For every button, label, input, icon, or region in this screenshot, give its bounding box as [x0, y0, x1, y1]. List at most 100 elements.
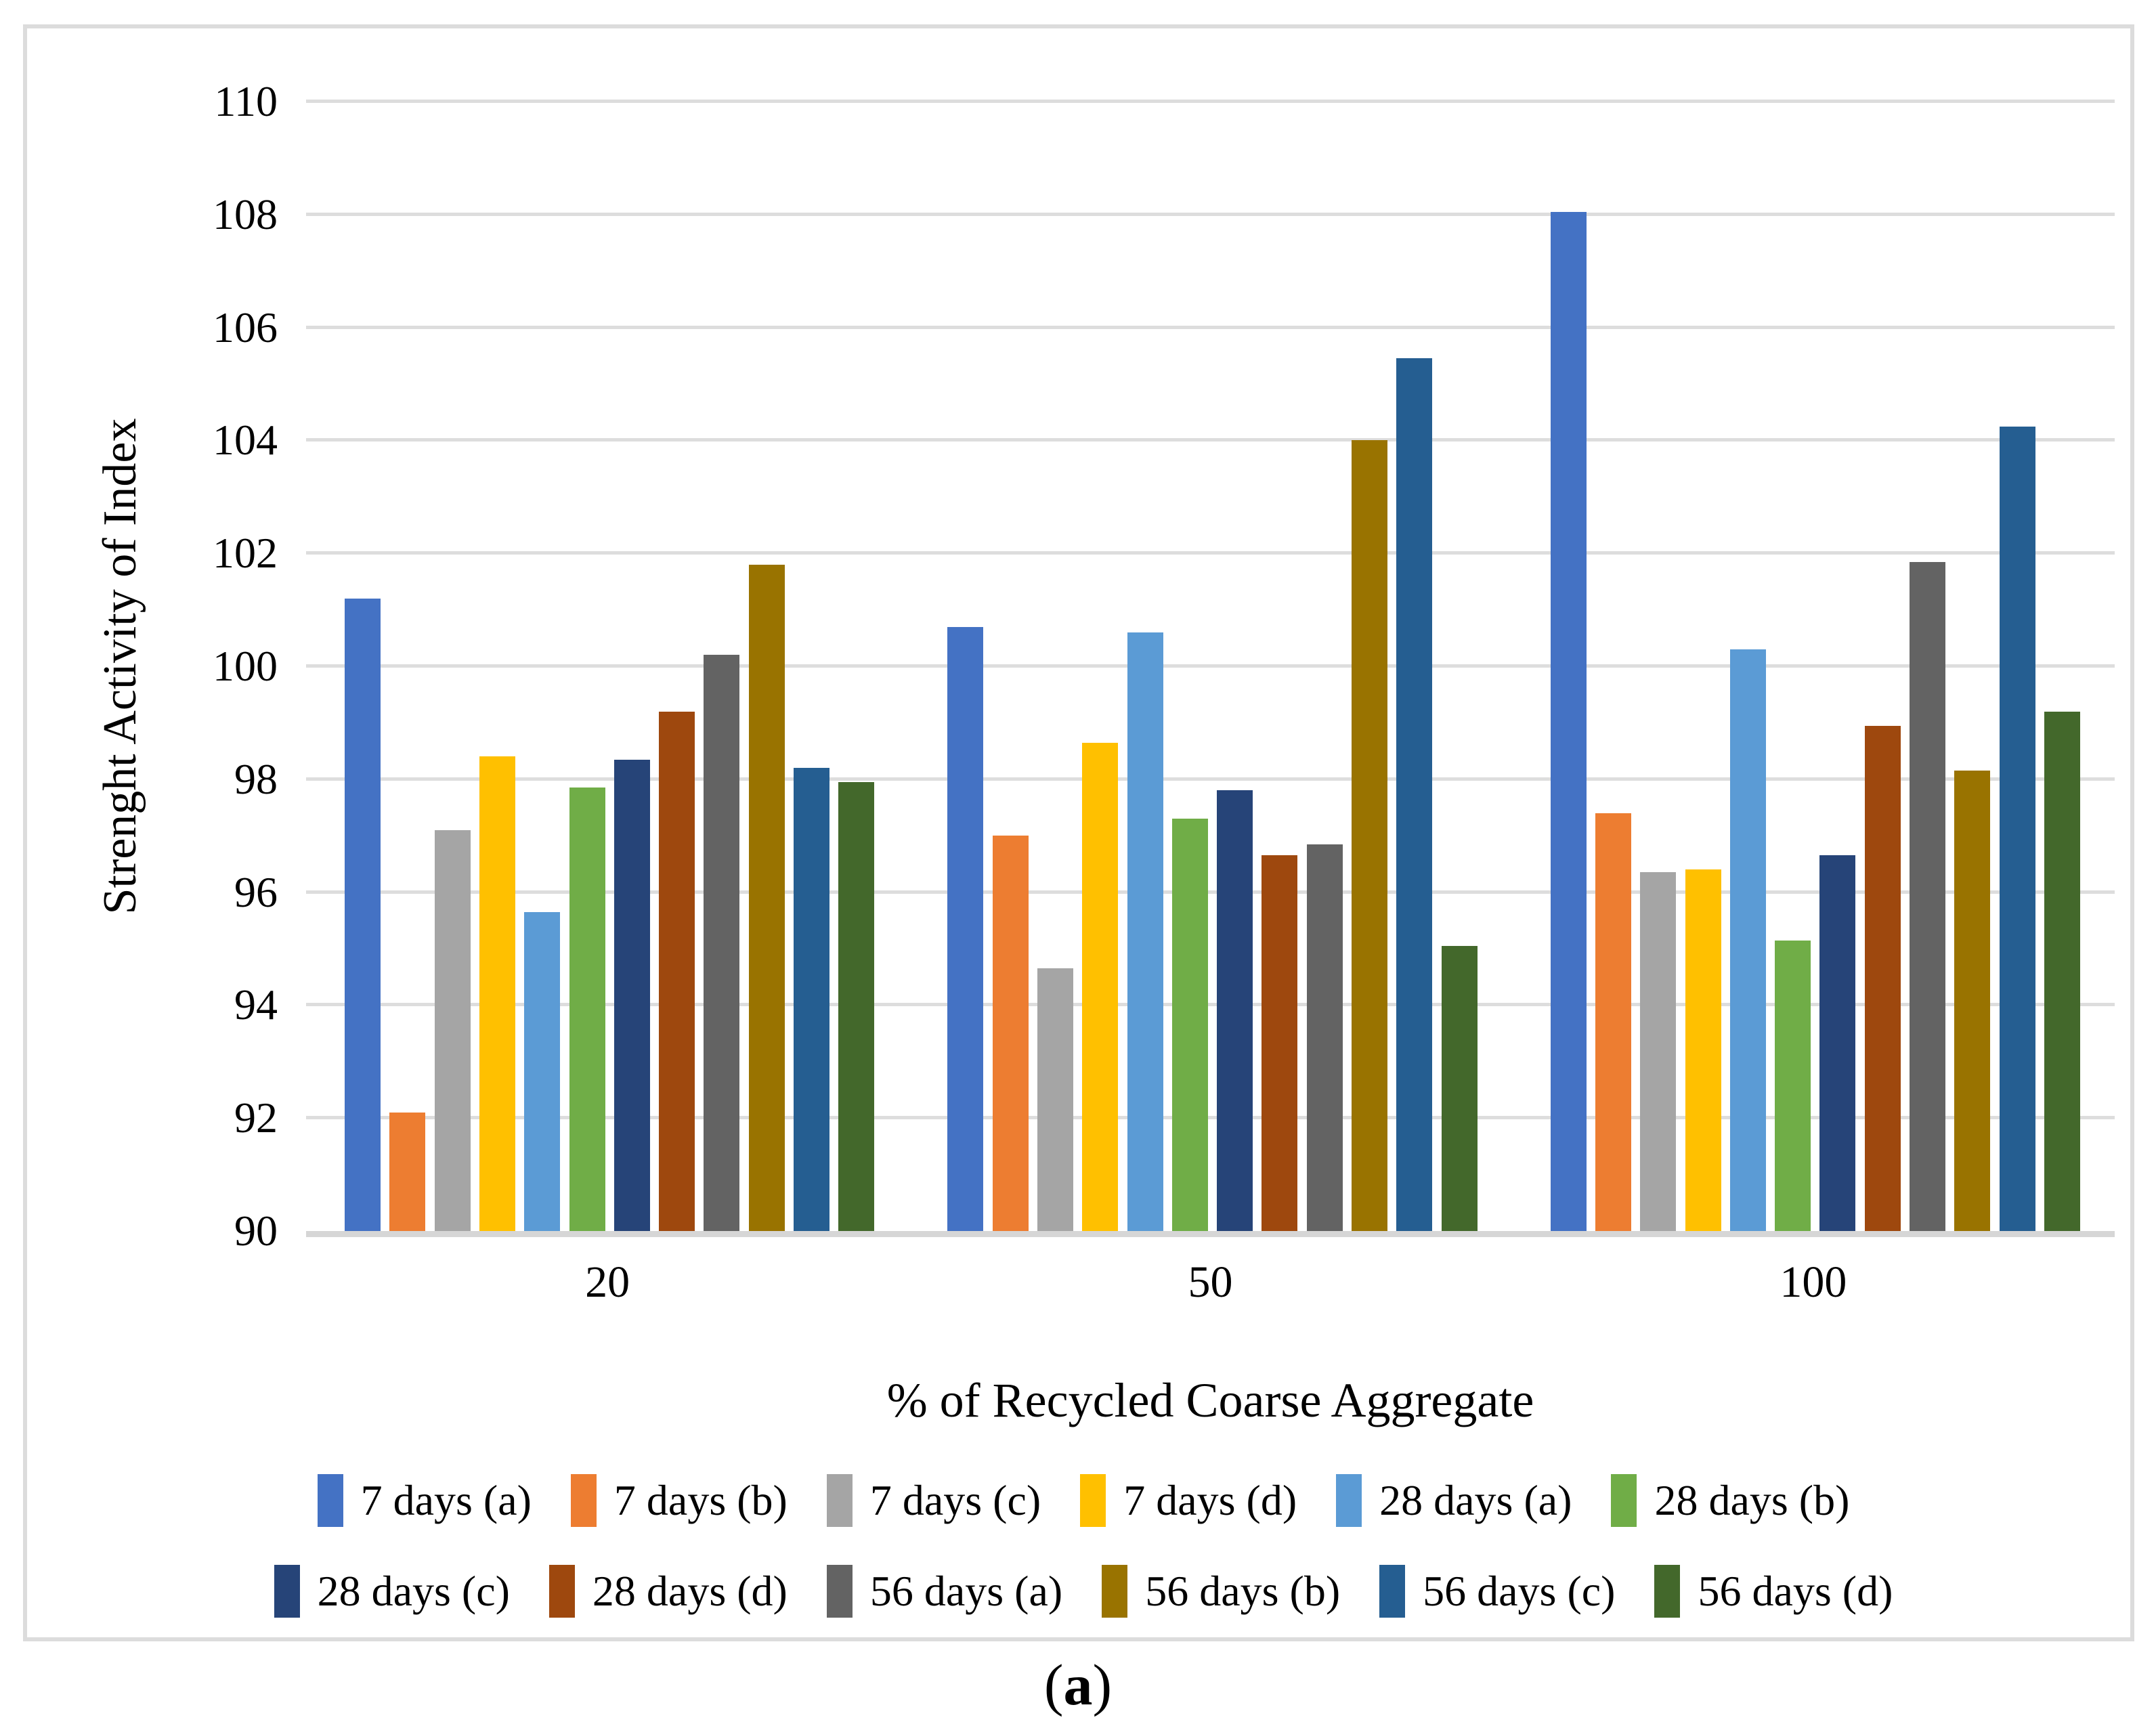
bar-20pct-7-days-a: [345, 598, 381, 1231]
gridline-102: [306, 551, 2115, 555]
legend-swatch-icon: [548, 1565, 575, 1618]
plot-area: [306, 100, 2115, 1237]
x-category-label-100: 100: [1780, 1257, 1847, 1307]
legend-label: 56 days (b): [1145, 1567, 1341, 1615]
gridline-96: [306, 890, 2115, 894]
bar-20pct-7-days-d: [479, 756, 515, 1231]
bar-50pct-56-days-b: [1352, 440, 1388, 1231]
bar-20pct-56-days-c: [794, 768, 829, 1231]
legend-item-28-days-b: 28 days (b): [1611, 1469, 1849, 1532]
legend-label: 28 days (c): [317, 1567, 510, 1615]
x-category-label-20: 20: [585, 1257, 630, 1307]
bar-100pct-7-days-c: [1640, 872, 1677, 1231]
bar-100pct-28-days-d: [1864, 725, 1901, 1231]
y-tick-label: 108: [213, 190, 278, 238]
bar-100pct-28-days-c: [1819, 855, 1856, 1231]
legend-item-7-days-d: 7 days (d): [1080, 1469, 1297, 1532]
bar-50pct-56-days-c: [1396, 358, 1433, 1231]
x-axis-category-labels: 20 50 100: [306, 1255, 2115, 1316]
bar-100pct-7-days-a: [1550, 211, 1587, 1231]
legend-row-2: 28 days (c) 28 days (d) 56 days (a) 56 days…: [54, 1560, 2113, 1622]
legend-swatch-icon: [1336, 1474, 1362, 1527]
gridline-94: [306, 1003, 2115, 1007]
legend-swatch-icon: [274, 1565, 300, 1618]
legend-item-7-days-b: 7 days (b): [570, 1469, 788, 1532]
legend-item-7-days-c: 7 days (c): [826, 1469, 1041, 1532]
bar-100pct-56-days-c: [1999, 426, 2035, 1231]
legend-label: 7 days (a): [360, 1476, 532, 1524]
y-tick-label: 106: [213, 303, 278, 351]
chart-frame: Strenght Activity of Index 90 92 94 96 98 100…: [23, 24, 2134, 1641]
legend-item-28-days-d: 28 days (d): [548, 1560, 788, 1622]
legend-label: 7 days (d): [1123, 1476, 1297, 1524]
legend-label: 56 days (c): [1423, 1567, 1616, 1615]
legend-label: 28 days (d): [592, 1567, 788, 1615]
legend-label: 7 days (c): [869, 1476, 1041, 1524]
bar-20pct-28-days-a: [524, 911, 561, 1231]
legend-swatch-icon: [826, 1565, 853, 1618]
legend-swatch-icon: [1611, 1474, 1637, 1527]
bar-20pct-7-days-c: [434, 829, 471, 1231]
bar-20pct-28-days-b: [569, 788, 605, 1231]
y-tick-label: 104: [213, 416, 278, 465]
gridline-108: [306, 212, 2115, 216]
legend-item-7-days-a: 7 days (a): [317, 1469, 532, 1532]
x-axis-title: % of Recycled Coarse Aggregate: [886, 1373, 1534, 1427]
legend-swatch-icon: [1379, 1565, 1406, 1618]
gridline-100: [306, 664, 2115, 668]
bar-50pct-7-days-a: [947, 626, 984, 1231]
y-tick-label: 92: [234, 1094, 278, 1142]
legend-swatch-icon: [317, 1474, 343, 1527]
y-tick-label: 100: [213, 642, 278, 690]
bar-100pct-56-days-b: [1954, 771, 1991, 1231]
bar-20pct-28-days-c: [613, 759, 650, 1231]
legend-item-28-days-c: 28 days (c): [274, 1560, 510, 1622]
legend-label: 28 days (b): [1654, 1476, 1850, 1524]
bar-50pct-28-days-c: [1217, 790, 1253, 1231]
y-tick-label: 94: [234, 980, 278, 1029]
caption-paren-open: (: [1043, 1652, 1064, 1717]
gridline-98: [306, 777, 2115, 781]
bar-100pct-28-days-b: [1775, 940, 1811, 1231]
bar-100pct-7-days-d: [1685, 869, 1721, 1231]
figure-caption: (a): [0, 1651, 2156, 1719]
gridline-104: [306, 438, 2115, 442]
legend-label: 28 days (a): [1379, 1476, 1572, 1524]
legend-swatch-icon: [826, 1474, 853, 1527]
legend-swatch-icon: [1654, 1565, 1681, 1618]
bar-20pct-56-days-b: [748, 564, 785, 1231]
legend-row-1: 7 days (a) 7 days (b) 7 days (c) 7 days (d)…: [54, 1469, 2113, 1532]
y-axis-tick-labels: 90 92 94 96 98 100 102 104 106 108 110: [108, 77, 278, 1255]
y-tick-label: 96: [234, 867, 278, 916]
bar-50pct-28-days-a: [1127, 632, 1163, 1231]
legend-item-28-days-a: 28 days (a): [1336, 1469, 1572, 1532]
bar-50pct-28-days-b: [1171, 819, 1208, 1231]
legend: 7 days (a) 7 days (b) 7 days (c) 7 days (d)…: [54, 1469, 2113, 1622]
y-tick-label: 110: [214, 77, 278, 125]
y-tick-label: 90: [234, 1207, 278, 1255]
legend-item-56-days-d: 56 days (d): [1654, 1560, 1893, 1622]
y-tick-label: 98: [234, 754, 278, 803]
caption-paren-close: ): [1092, 1652, 1113, 1717]
legend-swatch-icon: [1080, 1474, 1106, 1527]
bar-20pct-7-days-b: [389, 1112, 426, 1231]
gridline-106: [306, 325, 2115, 329]
x-category-label-50: 50: [1188, 1257, 1233, 1307]
legend-label: 56 days (d): [1698, 1567, 1893, 1615]
bar-100pct-56-days-a: [1910, 561, 1946, 1231]
bar-100pct-7-days-b: [1595, 813, 1631, 1231]
bar-50pct-7-days-d: [1082, 742, 1119, 1231]
bar-50pct-56-days-d: [1441, 945, 1478, 1231]
legend-item-56-days-b: 56 days (b): [1102, 1560, 1340, 1622]
bar-50pct-56-days-a: [1306, 844, 1343, 1231]
gridline-110: [306, 100, 2115, 103]
bar-20pct-56-days-a: [704, 655, 740, 1231]
legend-swatch-icon: [1102, 1565, 1128, 1618]
bar-20pct-28-days-d: [659, 711, 695, 1231]
gridline-92: [306, 1116, 2115, 1120]
legend-label: 7 days (b): [613, 1476, 788, 1524]
y-tick-label: 102: [213, 529, 278, 578]
caption-letter: a: [1063, 1652, 1093, 1717]
legend-swatch-icon: [570, 1474, 597, 1527]
